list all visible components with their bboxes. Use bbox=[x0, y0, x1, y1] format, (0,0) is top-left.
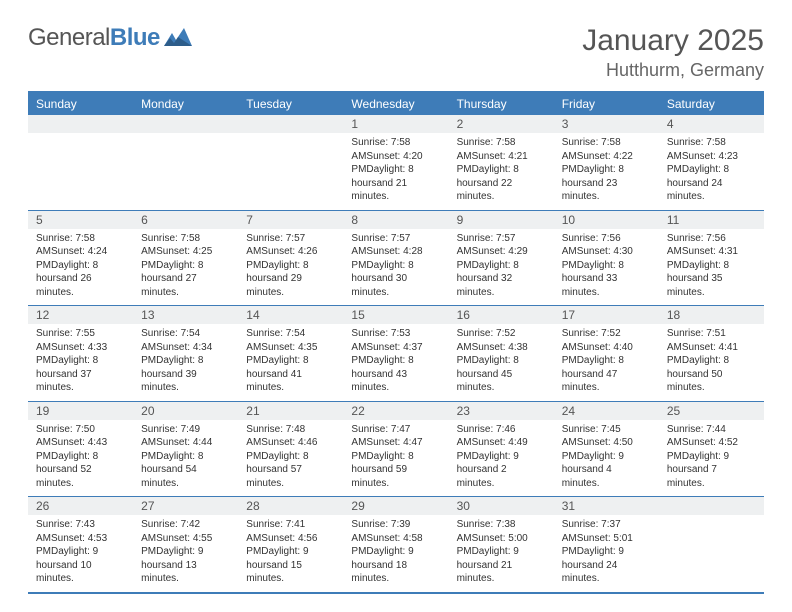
calendar-week: 567891011 Sunrise: 7:58 AMSunset: 4:24 PM… bbox=[28, 211, 764, 307]
calendar: SundayMondayTuesdayWednesdayThursdayFrid… bbox=[28, 91, 764, 594]
header: GeneralBlue January 2025 Hutthurm, Germa… bbox=[28, 24, 764, 81]
day-number: 1 bbox=[343, 115, 448, 133]
day-detail: Sunrise: 7:42 AMSunset: 4:55 PMDaylight:… bbox=[133, 515, 238, 592]
day-detail: Sunrise: 7:46 AMSunset: 4:49 PMDaylight:… bbox=[449, 420, 554, 497]
day-detail: Sunrise: 7:57 AMSunset: 4:29 PMDaylight:… bbox=[449, 229, 554, 306]
day-detail: Sunrise: 7:58 AMSunset: 4:24 PMDaylight:… bbox=[28, 229, 133, 306]
brand-logo: GeneralBlue bbox=[28, 24, 192, 52]
day-detail: Sunrise: 7:48 AMSunset: 4:46 PMDaylight:… bbox=[238, 420, 343, 497]
brand-name: GeneralBlue bbox=[28, 24, 160, 52]
dow-header: Saturday bbox=[659, 93, 764, 115]
brand-name-a: General bbox=[28, 24, 110, 51]
day-detail: Sunrise: 7:39 AMSunset: 4:58 PMDaylight:… bbox=[343, 515, 448, 592]
day-number: 19 bbox=[28, 402, 133, 420]
dow-header: Sunday bbox=[28, 93, 133, 115]
day-detail: Sunrise: 7:45 AMSunset: 4:50 PMDaylight:… bbox=[554, 420, 659, 497]
day-number: 15 bbox=[343, 306, 448, 324]
day-detail bbox=[659, 515, 764, 592]
day-detail: Sunrise: 7:56 AMSunset: 4:31 PMDaylight:… bbox=[659, 229, 764, 306]
calendar-body: 1234Sunrise: 7:58 AMSunset: 4:20 PMDayli… bbox=[28, 115, 764, 594]
day-number: 29 bbox=[343, 497, 448, 515]
calendar-week: 12131415161718 Sunrise: 7:55 AMSunset: 4:… bbox=[28, 306, 764, 402]
day-detail: Sunrise: 7:58 AMSunset: 4:25 PMDaylight:… bbox=[133, 229, 238, 306]
day-detail: Sunrise: 7:57 AMSunset: 4:28 PMDaylight:… bbox=[343, 229, 448, 306]
day-detail: Sunrise: 7:54 AMSunset: 4:34 PMDaylight:… bbox=[133, 324, 238, 401]
day-detail: Sunrise: 7:58 AMSunset: 4:21 PMDaylight:… bbox=[449, 133, 554, 210]
dow-header: Tuesday bbox=[238, 93, 343, 115]
day-detail: Sunrise: 7:58 AMSunset: 4:20 PMDaylight:… bbox=[343, 133, 448, 210]
location-subtitle: Hutthurm, Germany bbox=[582, 60, 764, 81]
day-number: 14 bbox=[238, 306, 343, 324]
day-detail: Sunrise: 7:54 AMSunset: 4:35 PMDaylight:… bbox=[238, 324, 343, 401]
dow-header: Friday bbox=[554, 93, 659, 115]
brand-name-b: Blue bbox=[110, 24, 160, 51]
day-number: 13 bbox=[133, 306, 238, 324]
title-block: January 2025 Hutthurm, Germany bbox=[582, 24, 764, 81]
dow-header: Thursday bbox=[449, 93, 554, 115]
sunrise-calendar-page: GeneralBlue January 2025 Hutthurm, Germa… bbox=[0, 0, 792, 610]
day-number bbox=[28, 115, 133, 133]
day-detail: Sunrise: 7:50 AMSunset: 4:43 PMDaylight:… bbox=[28, 420, 133, 497]
day-number: 2 bbox=[449, 115, 554, 133]
day-number: 31 bbox=[554, 497, 659, 515]
day-detail bbox=[133, 133, 238, 210]
day-detail: Sunrise: 7:58 AMSunset: 4:22 PMDaylight:… bbox=[554, 133, 659, 210]
day-detail: Sunrise: 7:58 AMSunset: 4:23 PMDaylight:… bbox=[659, 133, 764, 210]
day-number: 8 bbox=[343, 211, 448, 229]
day-number: 27 bbox=[133, 497, 238, 515]
day-number: 21 bbox=[238, 402, 343, 420]
day-number: 25 bbox=[659, 402, 764, 420]
day-number: 16 bbox=[449, 306, 554, 324]
day-detail: Sunrise: 7:57 AMSunset: 4:26 PMDaylight:… bbox=[238, 229, 343, 306]
day-detail: Sunrise: 7:55 AMSunset: 4:33 PMDaylight:… bbox=[28, 324, 133, 401]
day-detail: Sunrise: 7:38 AMSunset: 5:00 PMDaylight:… bbox=[449, 515, 554, 592]
day-number: 12 bbox=[28, 306, 133, 324]
day-number bbox=[133, 115, 238, 133]
day-number: 30 bbox=[449, 497, 554, 515]
day-detail: Sunrise: 7:49 AMSunset: 4:44 PMDaylight:… bbox=[133, 420, 238, 497]
day-number: 4 bbox=[659, 115, 764, 133]
day-detail: Sunrise: 7:43 AMSunset: 4:53 PMDaylight:… bbox=[28, 515, 133, 592]
day-detail: Sunrise: 7:37 AMSunset: 5:01 PMDaylight:… bbox=[554, 515, 659, 592]
day-detail: Sunrise: 7:47 AMSunset: 4:47 PMDaylight:… bbox=[343, 420, 448, 497]
brand-mark-icon bbox=[164, 28, 192, 48]
dow-header: Wednesday bbox=[343, 93, 448, 115]
dow-header-row: SundayMondayTuesdayWednesdayThursdayFrid… bbox=[28, 93, 764, 115]
day-number: 23 bbox=[449, 402, 554, 420]
page-title: January 2025 bbox=[582, 24, 764, 58]
day-number: 5 bbox=[28, 211, 133, 229]
day-number: 22 bbox=[343, 402, 448, 420]
day-detail bbox=[238, 133, 343, 210]
day-number: 7 bbox=[238, 211, 343, 229]
day-number: 6 bbox=[133, 211, 238, 229]
calendar-week: 19202122232425 Sunrise: 7:50 AMSunset: 4:… bbox=[28, 402, 764, 498]
day-number: 24 bbox=[554, 402, 659, 420]
day-detail: Sunrise: 7:51 AMSunset: 4:41 PMDaylight:… bbox=[659, 324, 764, 401]
dow-header: Monday bbox=[133, 93, 238, 115]
day-detail: Sunrise: 7:52 AMSunset: 4:40 PMDaylight:… bbox=[554, 324, 659, 401]
day-number: 28 bbox=[238, 497, 343, 515]
day-number bbox=[238, 115, 343, 133]
day-number: 26 bbox=[28, 497, 133, 515]
day-detail bbox=[28, 133, 133, 210]
day-detail: Sunrise: 7:53 AMSunset: 4:37 PMDaylight:… bbox=[343, 324, 448, 401]
day-detail: Sunrise: 7:41 AMSunset: 4:56 PMDaylight:… bbox=[238, 515, 343, 592]
day-number: 17 bbox=[554, 306, 659, 324]
day-number: 9 bbox=[449, 211, 554, 229]
day-number: 10 bbox=[554, 211, 659, 229]
day-detail: Sunrise: 7:56 AMSunset: 4:30 PMDaylight:… bbox=[554, 229, 659, 306]
day-detail: Sunrise: 7:44 AMSunset: 4:52 PMDaylight:… bbox=[659, 420, 764, 497]
day-number bbox=[659, 497, 764, 515]
day-number: 18 bbox=[659, 306, 764, 324]
day-number: 3 bbox=[554, 115, 659, 133]
day-number: 20 bbox=[133, 402, 238, 420]
day-number: 11 bbox=[659, 211, 764, 229]
day-detail: Sunrise: 7:52 AMSunset: 4:38 PMDaylight:… bbox=[449, 324, 554, 401]
calendar-week: 1234 Sunrise: 7:58 AMSunset: 4:20 PMDayli… bbox=[28, 115, 764, 211]
calendar-week: 262728293031 Sunrise: 7:43 AMSunset: 4:53… bbox=[28, 497, 764, 594]
